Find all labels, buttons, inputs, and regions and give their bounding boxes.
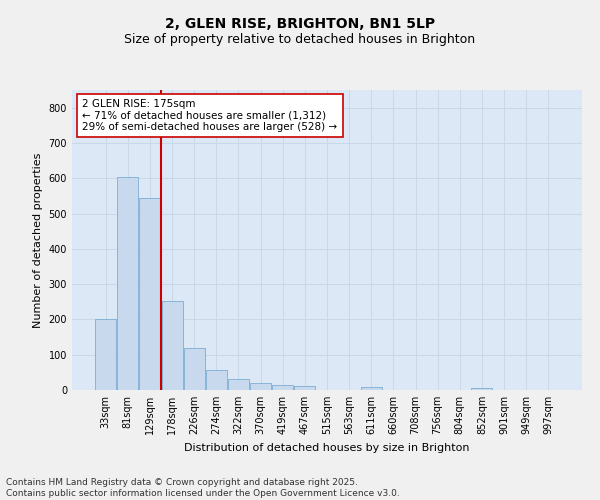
Text: Contains HM Land Registry data © Crown copyright and database right 2025.
Contai: Contains HM Land Registry data © Crown c… <box>6 478 400 498</box>
Bar <box>95 318 116 390</box>
Text: Size of property relative to detached houses in Brighton: Size of property relative to detached ho… <box>124 32 476 46</box>
Text: 2 GLEN RISE: 175sqm
← 71% of detached houses are smaller (1,312)
29% of semi-det: 2 GLEN RISE: 175sqm ← 71% of detached ho… <box>82 99 337 132</box>
Bar <box>118 177 139 390</box>
Text: 2, GLEN RISE, BRIGHTON, BN1 5LP: 2, GLEN RISE, BRIGHTON, BN1 5LP <box>165 18 435 32</box>
Bar <box>295 386 316 390</box>
X-axis label: Distribution of detached houses by size in Brighton: Distribution of detached houses by size … <box>184 442 470 452</box>
Y-axis label: Number of detached properties: Number of detached properties <box>33 152 43 328</box>
Bar <box>361 387 382 390</box>
Bar <box>206 370 227 390</box>
Bar <box>472 388 493 390</box>
Bar <box>250 383 271 390</box>
Bar <box>272 385 293 390</box>
Bar <box>228 378 249 390</box>
Bar <box>184 348 205 390</box>
Bar <box>161 302 182 390</box>
Bar <box>139 198 160 390</box>
